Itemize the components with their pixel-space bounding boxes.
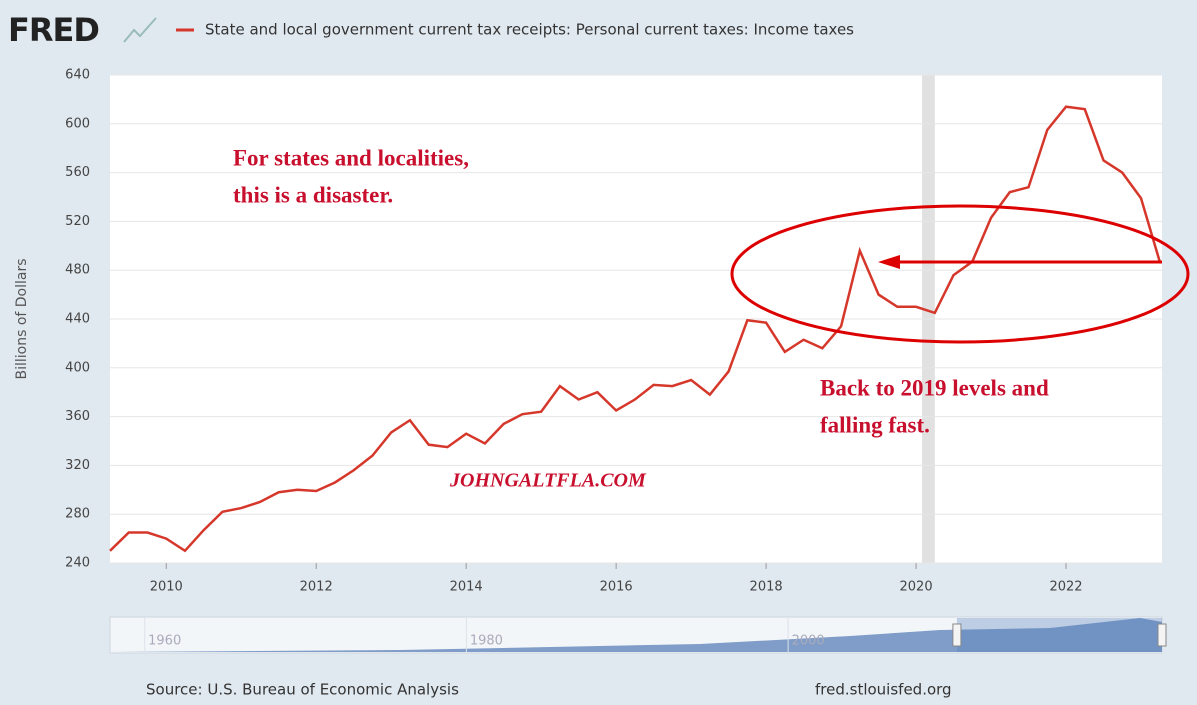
logo-icon <box>123 17 157 43</box>
y-tick-label: 320 <box>65 458 90 473</box>
x-tick-label: 2012 <box>300 580 333 595</box>
annotation: this is a disaster. <box>233 182 393 207</box>
logo: FRED <box>8 11 99 49</box>
annotation: For states and localities, <box>233 145 469 170</box>
series-line <box>109 105 1161 553</box>
x-tick-label: 2016 <box>600 580 633 595</box>
navigator-handle <box>1157 623 1167 647</box>
y-tick-label: 400 <box>65 360 90 375</box>
navigator-tick-label: 2000 <box>792 634 825 649</box>
annotation: Back to 2019 levels and <box>820 375 1049 400</box>
x-tick-label: 2010 <box>150 580 183 595</box>
x-tick-label: 2022 <box>1049 580 1082 595</box>
highlight-ellipse <box>730 204 1190 344</box>
x-tick-label: 2020 <box>900 580 933 595</box>
navigator-tick-label: 1980 <box>470 634 503 649</box>
y-tick-label: 560 <box>65 165 90 180</box>
y-tick-label: 520 <box>65 214 90 229</box>
y-tick-label: 480 <box>65 263 90 278</box>
annotation: falling fast. <box>820 412 930 437</box>
watermark: JOHNGALTFLA.COM <box>449 470 647 492</box>
y-tick-label: 360 <box>65 409 90 424</box>
x-tick-label: 2014 <box>450 580 483 595</box>
navigator-tick-label: 1960 <box>148 634 181 649</box>
x-tick-label: 2018 <box>750 580 783 595</box>
y-tick-label: 240 <box>65 556 90 571</box>
arrow-head <box>878 255 900 269</box>
navigator-selection <box>956 618 1162 652</box>
y-axis-label: Billions of Dollars <box>14 258 30 379</box>
source: Source: U.S. Bureau of Economic Analysis <box>146 681 459 699</box>
y-tick-label: 440 <box>65 312 90 327</box>
y-tick-label: 640 <box>65 68 90 83</box>
site: fred.stlouisfed.org <box>815 681 952 699</box>
y-tick-label: 280 <box>65 507 90 522</box>
navigator-area <box>110 618 1162 652</box>
navigator-handle <box>952 623 962 647</box>
legend-label: State and local government current tax r… <box>205 21 854 39</box>
y-tick-label: 600 <box>65 116 90 131</box>
